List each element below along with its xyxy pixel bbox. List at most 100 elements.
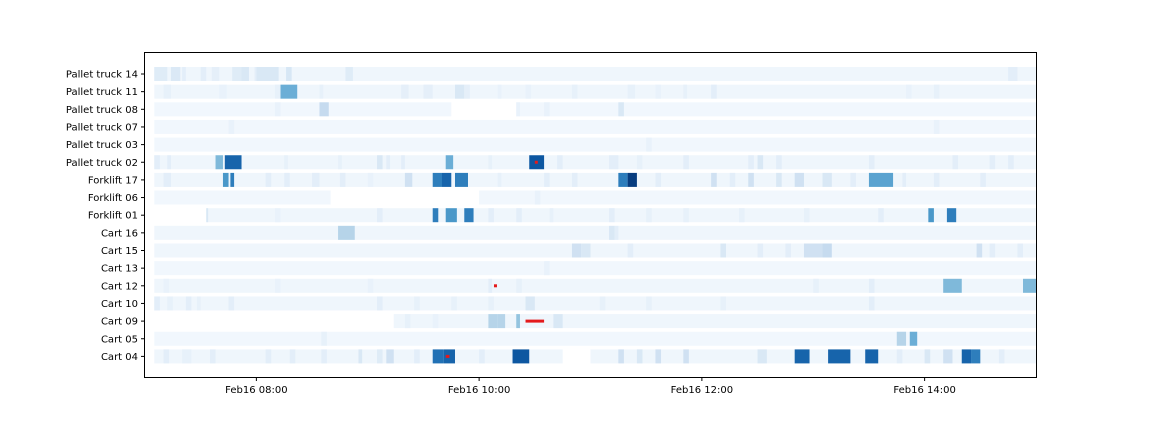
y-tick-label: Forklift 06 [88, 193, 138, 204]
heatmap-cell [868, 172, 894, 187]
heatmap-row [206, 208, 1037, 223]
active-span [154, 296, 1036, 311]
heatmap-cell [284, 172, 290, 187]
heatmap-cell [952, 155, 959, 170]
active-span [154, 278, 1036, 293]
heatmap-cell [850, 172, 856, 187]
heatmap-cell [464, 84, 470, 99]
heatmap-row [154, 155, 1036, 170]
heatmap-cell [618, 172, 628, 187]
heatmap-cell [377, 208, 383, 223]
heatmap-cell [284, 155, 288, 170]
heatmap-cell [896, 349, 903, 364]
heatmap-cell [358, 349, 363, 364]
y-tick-label: Cart 15 [101, 246, 138, 257]
heatmap-cell [265, 349, 272, 364]
heatmap-cell [822, 172, 832, 187]
heatmap-cell [386, 349, 394, 364]
heatmap-cell [414, 296, 420, 311]
heatmap-row [154, 296, 1036, 311]
heatmap-cell [1023, 278, 1036, 293]
heatmap-cell [557, 155, 563, 170]
heatmap-cell [646, 296, 652, 311]
heatmap-cell [627, 172, 637, 187]
heatmap-cell [618, 349, 624, 364]
heatmap-cell [757, 155, 764, 170]
heatmap-cell [451, 296, 457, 311]
y-tick-label: Pallet truck 08 [66, 105, 138, 116]
heatmap-cell [729, 172, 736, 187]
heatmap-cell [989, 155, 996, 170]
heatmap-cell [636, 349, 643, 364]
heatmap-row [154, 137, 1036, 152]
heatmap-cell [154, 155, 160, 170]
heatmap-cell [516, 208, 522, 223]
heatmap-cell [254, 67, 257, 81]
heatmap-cell [319, 102, 329, 117]
heatmap-cell [154, 296, 160, 311]
heatmap-cell [646, 137, 652, 152]
active-span [154, 155, 1036, 170]
heatmap-cell [319, 84, 324, 99]
heatmap-cell [989, 243, 996, 258]
heatmap-cell [571, 84, 578, 99]
heatmap-cell [442, 172, 452, 187]
heatmap-row [154, 331, 1036, 346]
heatmap-cell [720, 296, 727, 311]
active-span [516, 102, 1036, 117]
y-tick-label: Cart 09 [101, 317, 138, 328]
heatmap-cell [614, 225, 619, 240]
heatmap-cell [544, 102, 550, 117]
heatmap-cell [785, 243, 791, 258]
heatmap-cell [432, 349, 444, 364]
heatmap-cell [256, 67, 279, 81]
heatmap-cell [432, 208, 439, 223]
heatmap-cell [757, 349, 767, 364]
heatmap-cell [367, 172, 374, 187]
y-tick-label: Forklift 01 [88, 211, 138, 222]
heatmap-cell [423, 84, 433, 99]
heatmap-cell [924, 349, 931, 364]
heatmap-cell [154, 67, 168, 81]
heatmap-cell [655, 172, 662, 187]
heatmap-cell [338, 225, 355, 240]
y-tick-label: Cart 04 [101, 352, 138, 363]
heatmap-cell [163, 84, 171, 99]
heatmap-cell [182, 349, 192, 364]
heatmap-cell [228, 119, 235, 134]
heatmap-cell [401, 84, 409, 99]
heatmap-cell [219, 84, 227, 99]
heatmap-cell [516, 314, 520, 329]
active-span [154, 225, 1036, 240]
heatmap-cell [943, 349, 953, 364]
heatmap-cell [928, 208, 934, 223]
heatmap-cell [1008, 67, 1018, 81]
y-tick-label: Forklift 17 [88, 175, 138, 186]
heatmap-cell [544, 261, 550, 276]
plot-area [154, 67, 1037, 364]
heatmap-cell [902, 172, 907, 187]
heatmap-cell [338, 155, 342, 170]
heatmap-cell [683, 349, 689, 364]
heatmap-cell [627, 243, 634, 258]
heatmap-cell [776, 155, 782, 170]
heatmap-cell [748, 172, 754, 187]
heatmap-cell [618, 102, 624, 117]
heatmap-cell [971, 349, 981, 364]
annotation-marks [445, 160, 545, 358]
heatmap-row [154, 243, 1036, 258]
heatmap-cell [683, 208, 689, 223]
heatmap-cell [286, 67, 292, 81]
heatmap-row [154, 172, 1036, 187]
heatmap-cell [445, 208, 457, 223]
heatmap-cell [274, 278, 281, 293]
heatmap-row [154, 67, 1036, 81]
heatmap-cell [757, 243, 764, 258]
heatmap-cell [200, 67, 207, 81]
active-span [154, 243, 1036, 258]
heatmap-cell [497, 84, 502, 99]
heatmap-cell [321, 331, 327, 346]
heatmap-cell [488, 155, 493, 170]
heatmap-cell [454, 84, 465, 99]
active-span [154, 67, 1036, 81]
